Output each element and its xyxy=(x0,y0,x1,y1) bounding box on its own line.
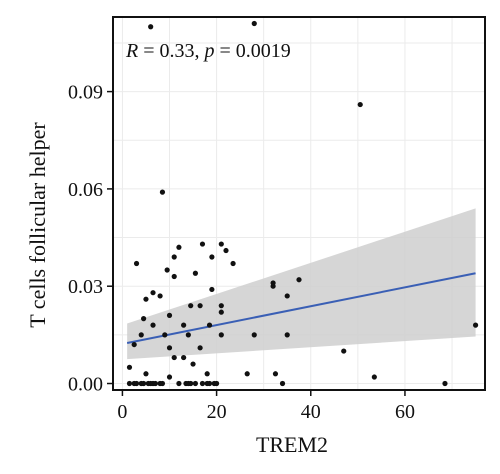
data-point xyxy=(152,380,158,387)
data-point xyxy=(185,332,191,338)
data-point xyxy=(126,380,133,387)
data-point xyxy=(244,371,250,377)
data-point xyxy=(171,273,177,280)
data-point xyxy=(472,322,479,328)
y-tick-label: 0.06 xyxy=(68,179,103,201)
p-value: = 0.0019 xyxy=(215,40,291,62)
data-point xyxy=(357,101,363,108)
data-point xyxy=(192,380,199,387)
p-symbol: p xyxy=(203,40,215,62)
data-point xyxy=(230,260,236,267)
data-point xyxy=(204,371,210,377)
data-points xyxy=(126,20,479,387)
r-symbol: R xyxy=(125,40,138,62)
axis-ticks: 0 20 40 60 0.00 0.03 0.06 0.09 xyxy=(68,82,415,423)
data-point xyxy=(284,293,290,299)
data-point xyxy=(143,371,149,377)
data-point xyxy=(223,247,229,254)
data-point xyxy=(270,283,276,289)
data-point xyxy=(442,380,448,387)
data-point xyxy=(272,371,279,377)
data-point xyxy=(176,380,182,387)
data-point xyxy=(150,322,156,328)
data-point xyxy=(197,345,203,351)
correlation-annotation: R = 0.33, p = 0.0019 xyxy=(125,40,291,62)
data-point xyxy=(218,332,224,338)
data-point xyxy=(197,303,203,309)
data-point xyxy=(176,244,182,250)
data-point xyxy=(218,309,224,315)
data-point xyxy=(171,354,177,361)
data-point xyxy=(162,332,168,338)
data-point xyxy=(150,290,156,296)
data-point xyxy=(206,380,213,387)
data-point xyxy=(133,260,140,267)
regression-line xyxy=(126,272,476,344)
data-point xyxy=(188,303,194,309)
data-point xyxy=(251,20,257,27)
data-point xyxy=(213,380,220,387)
data-point xyxy=(341,348,347,354)
x-tick-label: 20 xyxy=(207,401,227,423)
data-point xyxy=(143,296,149,302)
data-point xyxy=(148,24,154,30)
data-point xyxy=(181,322,187,328)
data-point xyxy=(371,374,377,380)
x-tick-label: 60 xyxy=(395,401,415,423)
data-point xyxy=(171,254,177,260)
data-point xyxy=(164,267,170,273)
x-axis-title: TREM2 xyxy=(256,432,328,457)
y-tick-label: 0.03 xyxy=(68,276,103,298)
data-point xyxy=(166,312,173,318)
y-tick-label: 0.09 xyxy=(68,82,103,104)
data-point xyxy=(190,361,196,367)
y-axis-title: T cells follicular helper xyxy=(25,122,50,328)
data-point xyxy=(141,316,147,322)
data-point xyxy=(131,341,137,348)
data-point xyxy=(192,270,199,276)
data-point xyxy=(126,364,133,370)
data-point xyxy=(141,380,147,387)
data-point xyxy=(199,380,206,387)
data-point xyxy=(218,241,224,247)
data-point xyxy=(218,303,224,309)
data-point xyxy=(199,241,206,247)
data-point xyxy=(138,332,144,338)
panel-border xyxy=(112,16,486,391)
data-point xyxy=(206,322,213,328)
x-tick-label: 40 xyxy=(301,401,321,423)
data-point xyxy=(133,380,140,387)
data-point xyxy=(157,293,163,299)
data-point xyxy=(159,380,166,387)
data-point xyxy=(296,277,302,283)
data-point xyxy=(251,332,257,338)
data-point xyxy=(284,332,290,338)
data-point xyxy=(209,286,215,293)
data-point xyxy=(279,380,286,387)
r-value: = 0.33, xyxy=(138,40,204,62)
confidence-band xyxy=(127,208,476,360)
data-point xyxy=(166,374,173,380)
data-point xyxy=(159,189,166,195)
data-point xyxy=(209,254,215,260)
data-point xyxy=(166,345,173,351)
data-point xyxy=(181,354,187,361)
x-tick-label: 0 xyxy=(117,401,127,423)
y-tick-label: 0.00 xyxy=(68,374,103,396)
data-point xyxy=(188,380,194,387)
